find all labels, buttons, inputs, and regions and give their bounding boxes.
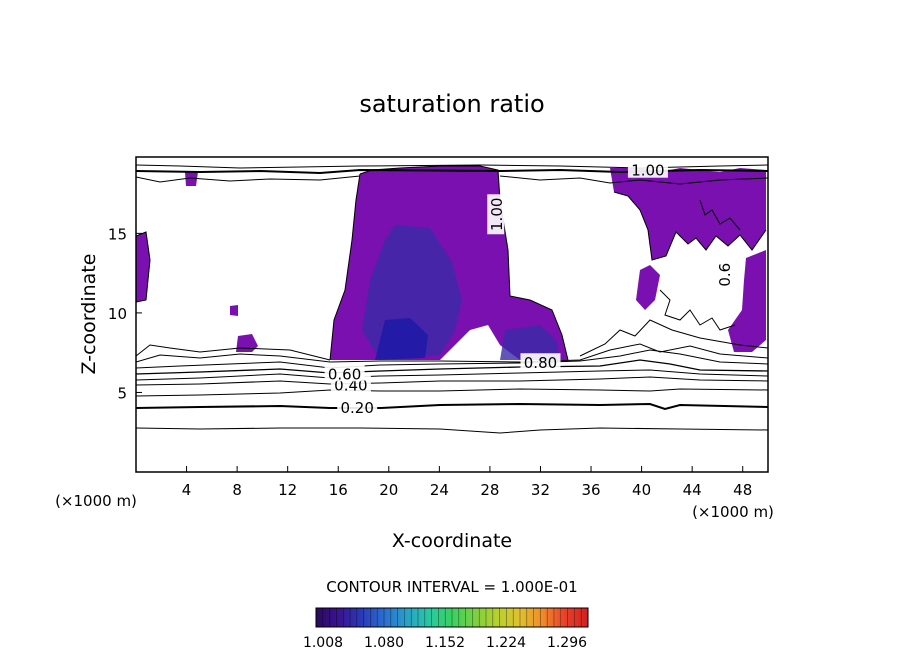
x-tick-label: 44 [683,481,702,499]
x-tick-label: 36 [581,481,600,499]
x-tick-label: 32 [531,481,550,499]
colorbar-labels: 1.008 1.080 1.152 1.224 1.296 [303,635,587,651]
fill-central-deepcore [375,318,428,360]
colorbar-tick-label: 1.224 [486,635,526,651]
z-unit-label: (×1000 m) [55,492,137,510]
colorbar-tick-label: 1.296 [547,635,587,651]
contour-top-3 [136,175,768,185]
x-tick-label: 40 [632,481,651,499]
contour-interval-text: CONTOUR INTERVAL = 1.000E-01 [326,578,577,596]
contour-label: 0.60 [324,364,365,383]
svg-text:1.00: 1.00 [631,162,664,180]
fill-right-lobe-core [500,325,560,360]
x-tick-label: 48 [733,481,752,499]
fill-right-column [728,250,766,352]
contour-0.10 [136,427,768,434]
y-tick-label: 5 [117,384,127,402]
svg-text:0.60: 0.60 [328,365,361,383]
x-tick-label: 12 [278,481,297,499]
plot-frame [135,156,769,473]
contour-label: 1.00 [487,194,506,235]
contour-0.80 [136,343,768,363]
fill-small-dot [230,305,238,316]
fill-small-left [236,334,258,352]
y-tick-label: 10 [108,305,127,323]
contour-top-2 [136,164,768,169]
fill-right-strip [636,265,660,310]
contour-label: 1.00 [627,160,668,180]
colorbar-stripes [322,608,582,627]
colorbar-tick-label: 1.008 [303,635,343,651]
chart-title: saturation ratio [359,90,544,118]
contour-1.00-right [613,191,767,261]
svg-text:0.6: 0.6 [716,263,734,287]
x-tick-label: 24 [430,481,449,499]
x-axis-ticks: 4 8 12 16 20 24 28 32 36 40 44 48 [182,466,752,499]
y-tick-label: 15 [108,225,127,243]
contour-label: 0.6 [714,259,734,291]
contour-right-wiggle [659,199,741,331]
contour-label: 0.80 [520,353,561,372]
contour-left-edge [136,231,151,303]
colorbar-tick-label: 1.152 [425,635,465,651]
x-tick-label: 8 [232,481,242,499]
x-tick-label: 4 [182,481,192,499]
y-axis-label: Z-coordinate [78,254,100,375]
svg-text:1.00: 1.00 [488,198,506,231]
contour-label: 0.20 [337,397,378,417]
svg-text:0.80: 0.80 [524,354,557,372]
contour-0.70 [136,349,768,369]
x-tick-label: 20 [379,481,398,499]
x-axis-label: X-coordinate [392,530,512,552]
fill-top-left [185,172,198,186]
contour-0.60 [136,359,768,375]
contour-0.40 [136,376,768,386]
x-tick-label: 16 [329,481,348,499]
svg-text:0.20: 0.20 [340,399,373,417]
colorbar-tick-label: 1.080 [364,635,404,651]
x-unit-label: (×1000 m) [692,503,774,521]
filled-regions [136,166,766,360]
contour-0.50 [136,369,768,381]
contour-0.20 [136,402,768,411]
y-axis-ticks: 5 10 15 [108,225,142,402]
contour-0.30 [136,388,768,397]
fill-upper-right [610,168,766,260]
x-tick-label: 28 [480,481,499,499]
contour-labels: 0.200.400.600.801.001.000.6 [324,160,734,417]
contour-0.90 [136,319,768,361]
fill-left-edge [136,232,150,302]
